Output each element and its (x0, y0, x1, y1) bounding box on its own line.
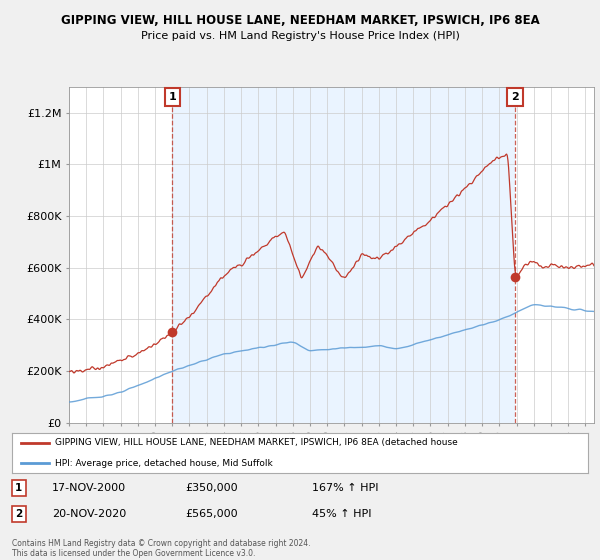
Text: GIPPING VIEW, HILL HOUSE LANE, NEEDHAM MARKET, IPSWICH, IP6 8EA (detached house: GIPPING VIEW, HILL HOUSE LANE, NEEDHAM M… (55, 438, 458, 447)
Text: Price paid vs. HM Land Registry's House Price Index (HPI): Price paid vs. HM Land Registry's House … (140, 31, 460, 41)
Text: HPI: Average price, detached house, Mid Suffolk: HPI: Average price, detached house, Mid … (55, 459, 273, 468)
Text: 1: 1 (169, 92, 176, 102)
Text: 45% ↑ HPI: 45% ↑ HPI (311, 509, 371, 519)
Bar (172, 87, 515, 423)
Text: Contains HM Land Registry data © Crown copyright and database right 2024.
This d: Contains HM Land Registry data © Crown c… (12, 539, 311, 558)
Text: 167% ↑ HPI: 167% ↑ HPI (311, 483, 378, 493)
Text: £565,000: £565,000 (185, 509, 238, 519)
Text: GIPPING VIEW, HILL HOUSE LANE, NEEDHAM MARKET, IPSWICH, IP6 8EA: GIPPING VIEW, HILL HOUSE LANE, NEEDHAM M… (61, 14, 539, 27)
Text: 20-NOV-2020: 20-NOV-2020 (52, 509, 127, 519)
Text: 17-NOV-2000: 17-NOV-2000 (52, 483, 127, 493)
Text: 1: 1 (15, 483, 23, 493)
Text: 2: 2 (15, 509, 23, 519)
Text: £350,000: £350,000 (185, 483, 238, 493)
Text: 2: 2 (511, 92, 518, 102)
